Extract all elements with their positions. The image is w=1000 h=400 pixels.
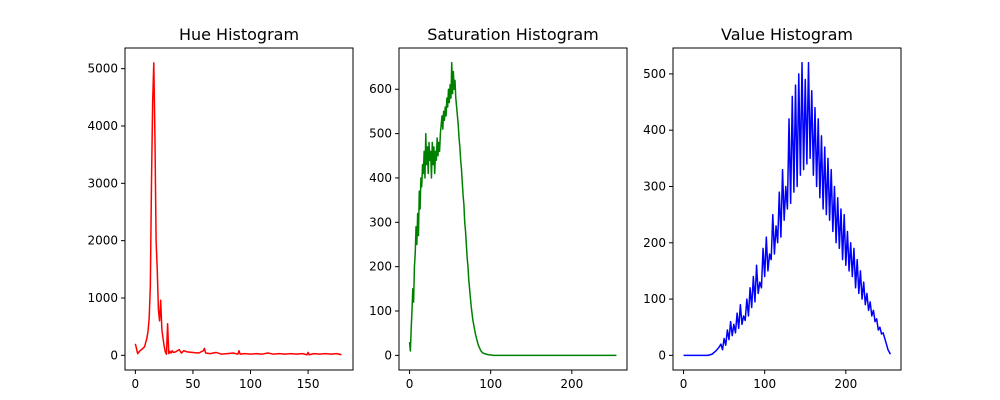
value-x-tick-label: 0 (680, 377, 688, 391)
value-y-tick-label: 0 (658, 348, 666, 362)
saturation-x-tick-label: 0 (406, 377, 414, 391)
saturation-histogram-panel: 0 100 200 0 100 200 300 400 500 600 Saturation His… (369, 25, 628, 391)
value-axes-frame (672, 47, 902, 371)
saturation-x-tick-label: 200 (560, 377, 583, 391)
hue-y-tick-label: 4000 (87, 119, 118, 133)
value-y-tick-label: 100 (643, 292, 666, 306)
value-histogram-panel: 0 100 200 0 100 200 300 400 500 Value Histogram (643, 25, 902, 391)
saturation-axes-frame (398, 47, 628, 371)
hue-x-tick-label: 100 (239, 377, 262, 391)
value-x-tick-label: 100 (753, 377, 776, 391)
hue-y-tick-label: 3000 (87, 176, 118, 190)
saturation-x-tick-label: 100 (479, 377, 502, 391)
saturation-y-tick-label: 300 (369, 215, 392, 229)
saturation-series-line-0 (408, 61, 617, 357)
hue-y-tick-label: 5000 (87, 62, 118, 76)
value-x-tick-label: 200 (834, 377, 857, 391)
value-series-line-0 (683, 61, 892, 357)
hue-y-tick-label: 0 (110, 348, 118, 362)
saturation-y-tick-label: 0 (384, 348, 392, 362)
value-y-tick-label: 200 (643, 236, 666, 250)
hue-axes-frame (124, 47, 354, 371)
hue-y-tick-label: 1000 (87, 291, 118, 305)
value-y-tick-label: 500 (643, 67, 666, 81)
saturation-chart-title: Saturation Histogram (427, 25, 599, 44)
hue-y-tick-label: 2000 (87, 234, 118, 248)
hue-x-tick-label: 150 (297, 377, 320, 391)
saturation-y-tick-label: 100 (369, 304, 392, 318)
value-chart-title: Value Histogram (721, 25, 853, 44)
hue-x-tick-label: 50 (185, 377, 200, 391)
hue-series-line-0 (134, 62, 342, 356)
value-y-tick-label: 300 (643, 179, 666, 193)
saturation-y-tick-label: 500 (369, 127, 392, 141)
hue-chart-title: Hue Histogram (179, 25, 299, 44)
value-y-tick-label: 400 (643, 123, 666, 137)
saturation-y-tick-label: 600 (369, 82, 392, 96)
hue-x-tick-label: 0 (132, 377, 140, 391)
saturation-y-tick-label: 400 (369, 171, 392, 185)
hue-histogram-panel: 0 50 100 150 0 1000 2000 3000 4000 5000 Hue Histog… (87, 25, 354, 391)
saturation-y-tick-label: 200 (369, 260, 392, 274)
